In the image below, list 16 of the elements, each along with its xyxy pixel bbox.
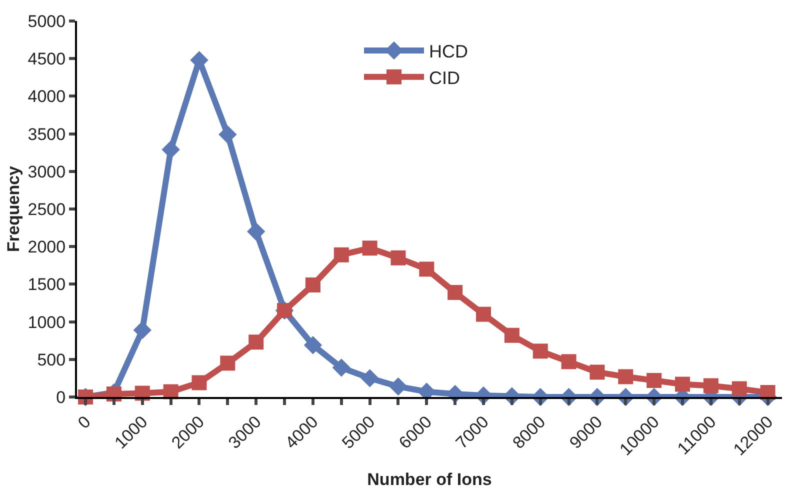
y-tick-label: 1000 (28, 312, 66, 332)
y-tick-label: 2500 (28, 200, 66, 219)
y-axis-title: Frequency (4, 165, 23, 252)
y-tick-label: 1500 (28, 275, 66, 294)
y-tick-label: 4000 (28, 87, 66, 106)
x-tick-label: 0 (74, 412, 94, 432)
y-tick-label: 3000 (28, 162, 66, 182)
legend-label: CID (429, 68, 460, 88)
y-tick-label: 2000 (28, 238, 66, 257)
x-axis-title: Number of Ions (367, 470, 492, 490)
y-tick-label: 500 (37, 350, 66, 370)
y-tick-label: 0 (56, 388, 66, 407)
y-tick-label: 5000 (28, 12, 66, 31)
legend-label: HCD (429, 42, 468, 62)
y-tick-label: 3500 (28, 124, 66, 144)
y-tick-label: 4500 (28, 50, 66, 69)
